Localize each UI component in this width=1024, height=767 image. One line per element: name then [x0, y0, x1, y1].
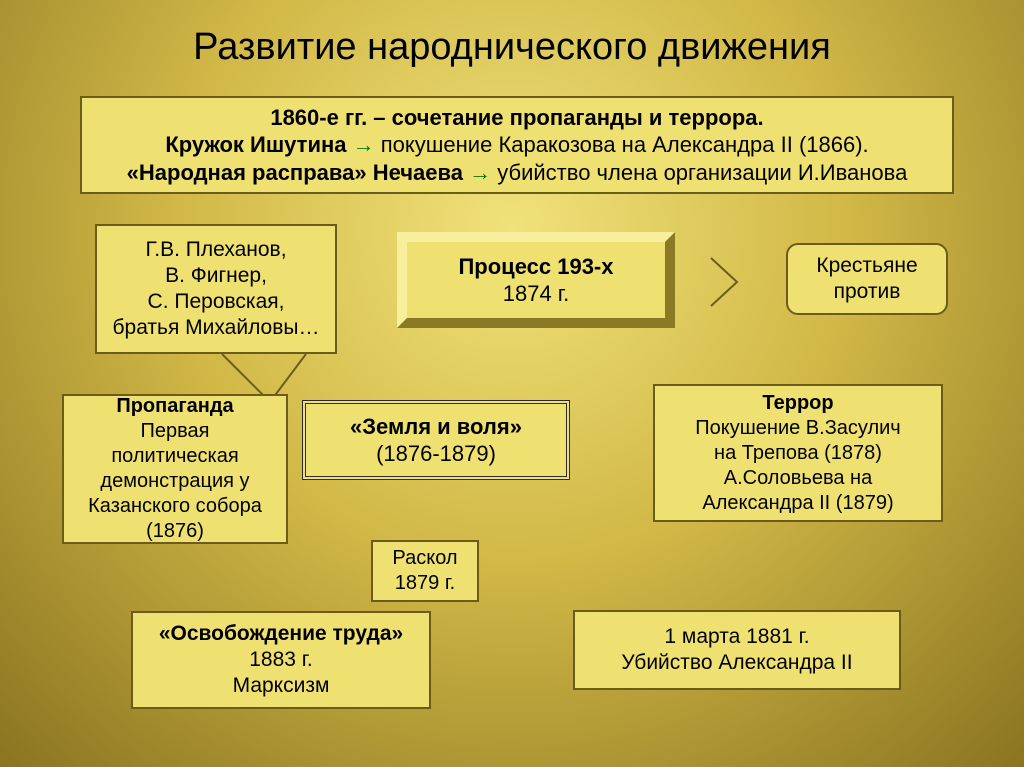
top-line1: 1860-е гг. – сочетание пропаганды и терр… [88, 104, 946, 132]
slide-root: Развитие народнического движения 1860-е … [0, 0, 1024, 767]
terror-l1: Покушение В.Засулич [661, 416, 935, 441]
box-process-193: Процесс 193-х 1874 г. [397, 232, 675, 328]
names-l1: Г.В. Плеханов, [103, 237, 329, 263]
split-l1: Раскол [379, 546, 471, 571]
names-l2: В. Фигнер, [103, 263, 329, 289]
terror-l2: на Трепова (1878) [661, 441, 935, 466]
prop-l4: Казанского собора [70, 494, 280, 519]
terror-l4: Александра II (1879) [661, 491, 935, 516]
murder-l1: 1 марта 1881 г. [581, 624, 893, 650]
box-zemlya-volya: «Земля и воля» (1876-1879) [302, 400, 570, 480]
lib-l3: Марксизм [139, 673, 423, 699]
top-line2: Кружок Ишутина → покушение Каракозова на… [88, 131, 946, 159]
terror-l3: А.Соловьева на [661, 466, 935, 491]
prop-l3: демонстрация у [70, 469, 280, 494]
box-1860s: 1860-е гг. – сочетание пропаганды и терр… [80, 96, 954, 194]
prop-title: Пропаганда [70, 394, 280, 419]
arrow-icon: → [353, 132, 381, 157]
box-split: Раскол 1879 г. [371, 540, 479, 602]
names-l4: братья Михайловы… [103, 315, 329, 341]
process-l2: 1874 г. [407, 280, 665, 308]
terror-title: Террор [661, 391, 935, 416]
murder-l2: Убийство Александра II [581, 650, 893, 676]
zemlya-l2: (1876-1879) [312, 440, 560, 468]
prop-l5: (1876) [70, 519, 280, 544]
arrow-icon: → [469, 160, 497, 185]
lib-l1: «Освобождение труда» [139, 621, 423, 647]
zemlya-l1: «Земля и воля» [312, 413, 560, 441]
box-names: Г.В. Плеханов, В. Фигнер, С. Перовская, … [95, 224, 337, 354]
box-murder-1881: 1 марта 1881 г. Убийство Александра II [573, 610, 901, 690]
peasants-l1: Крестьяне [794, 253, 940, 279]
prop-l1: Первая [70, 419, 280, 444]
prop-l2: политическая [70, 444, 280, 469]
split-l2: 1879 г. [379, 571, 471, 596]
slide-title: Развитие народнического движения [0, 26, 1024, 69]
top-line3: «Народная расправа» Нечаева → убийство ч… [88, 159, 946, 187]
box-terror: Террор Покушение В.Засулич на Трепова (1… [653, 384, 943, 522]
box-liberation: «Освобождение труда» 1883 г. Марксизм [131, 611, 431, 709]
ishutin-label: Кружок Ишутина [165, 132, 346, 157]
box-peasants: Крестьяне против [786, 243, 948, 315]
process-l1: Процесс 193-х [407, 253, 665, 281]
nechaev-label: «Народная расправа» Нечаева [127, 160, 463, 185]
lib-l2: 1883 г. [139, 647, 423, 673]
names-l3: С. Перовская, [103, 289, 329, 315]
box-propaganda: Пропаганда Первая политическая демонстра… [62, 394, 288, 544]
ivanov-text: убийство члена организации И.Иванова [497, 160, 907, 185]
karakozov-text: покушение Каракозова на Александра II (1… [381, 132, 869, 157]
peasants-l2: против [794, 279, 940, 305]
